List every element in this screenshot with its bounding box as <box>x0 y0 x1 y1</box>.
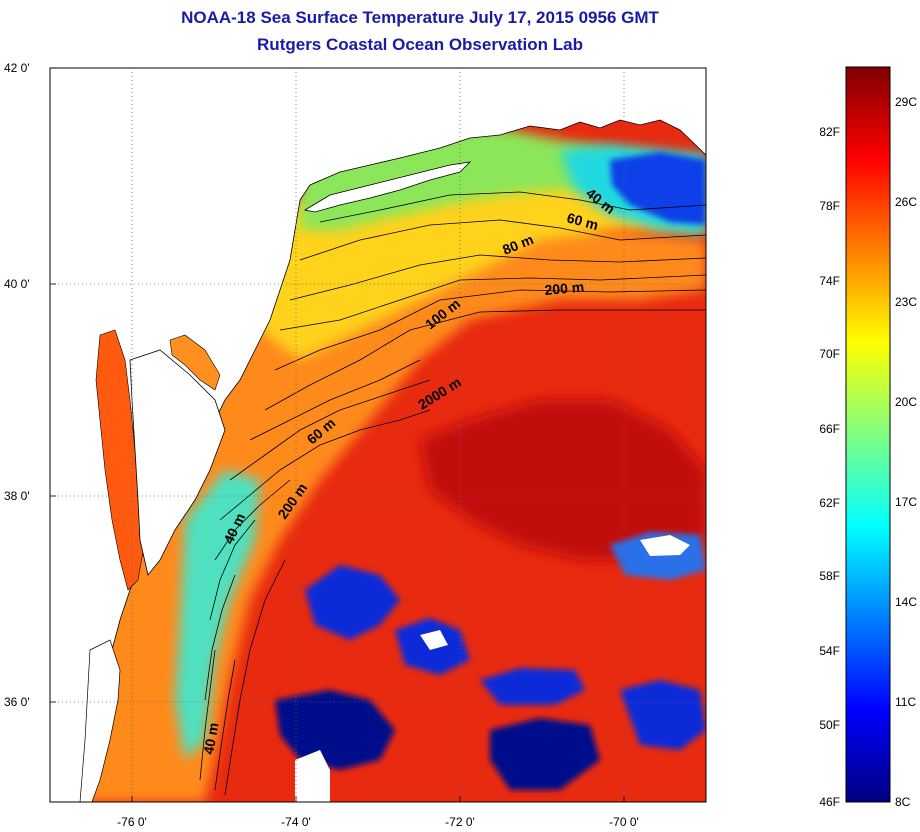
lat-tick-label: 40 0' <box>4 277 30 291</box>
colorbar-f-label: 50F <box>819 718 840 732</box>
cold-patch-southeast <box>490 718 600 790</box>
page-title: NOAA-18 Sea Surface Temperature July 17,… <box>181 8 659 27</box>
colorbar-f-label: 58F <box>819 569 840 583</box>
colorbar-f-label: 62F <box>819 496 840 510</box>
warm-core-eddy <box>420 400 706 560</box>
tick-marks <box>50 67 625 802</box>
colorbar-c-label: 11C <box>895 695 916 709</box>
lon-tick-label: -76 0' <box>117 815 147 829</box>
colorbar-c-label: 17C <box>895 495 917 509</box>
colorbar-c-label: 23C <box>895 295 917 309</box>
colorbar-f-label: 54F <box>819 644 840 658</box>
colorbar-f-label: 78F <box>819 199 840 213</box>
cloud-mask-2 <box>640 535 690 556</box>
colorbar-f-label: 66F <box>819 422 840 436</box>
land-delmarva <box>129 349 226 576</box>
chesapeake-bay <box>95 329 146 591</box>
plot-frame <box>49 67 707 803</box>
colorbar-fahrenheit-labels: 82F 78F 74F 70F 66F 62F 58F 54F 50F 46F <box>819 125 840 809</box>
lat-tick-label: 38 0' <box>4 489 30 503</box>
colorbar-c-label: 14C <box>895 595 917 609</box>
colorbar-c-label: 20C <box>895 395 917 409</box>
cold-patch-west <box>305 565 400 640</box>
cloud-mask-3 <box>420 630 448 650</box>
colorbar-c-label: 26C <box>895 195 917 209</box>
colorbar-c-label: 29C <box>895 95 917 109</box>
colorbar-celsius-labels: 29C 26C 23C 20C 17C 14C 11C 8C <box>895 95 917 809</box>
colorbar-c-label: 8C <box>895 795 911 809</box>
lon-tick-label: -72 0' <box>445 815 475 829</box>
contour-label: 40 m <box>200 721 221 755</box>
delaware-bay <box>169 334 221 391</box>
colorbar-f-label: 70F <box>819 347 840 361</box>
contour-label: 200 m <box>544 279 585 298</box>
cold-patch-east <box>480 668 585 705</box>
colorbar <box>845 66 891 803</box>
colorbar-f-label: 46F <box>819 795 840 809</box>
lat-tick-labels: 42 0' 40 0' 38 0' 36 0' <box>4 61 30 709</box>
lon-tick-labels: -76 0' -74 0' -72 0' -70 0' <box>117 815 639 829</box>
cold-patch-south <box>275 690 395 770</box>
delmarva-upwelling <box>175 470 260 760</box>
lon-tick-label: -74 0' <box>281 815 311 829</box>
cold-patch-southeast-2 <box>620 680 706 750</box>
cape-hatteras-shore <box>79 639 121 802</box>
lat-tick-label: 42 0' <box>4 61 30 75</box>
page-subtitle: Rutgers Coastal Ocean Observation Lab <box>257 35 583 54</box>
colorbar-f-label: 74F <box>819 274 840 288</box>
lon-tick-label: -70 0' <box>609 815 639 829</box>
land-mainland <box>50 68 706 802</box>
sst-field <box>50 68 706 802</box>
gridlines <box>50 68 706 802</box>
cloud-mask-1 <box>295 750 330 802</box>
contour-label: 60 m <box>565 209 600 233</box>
colorbar-f-label: 82F <box>819 125 840 139</box>
lat-tick-label: 36 0' <box>4 695 30 709</box>
